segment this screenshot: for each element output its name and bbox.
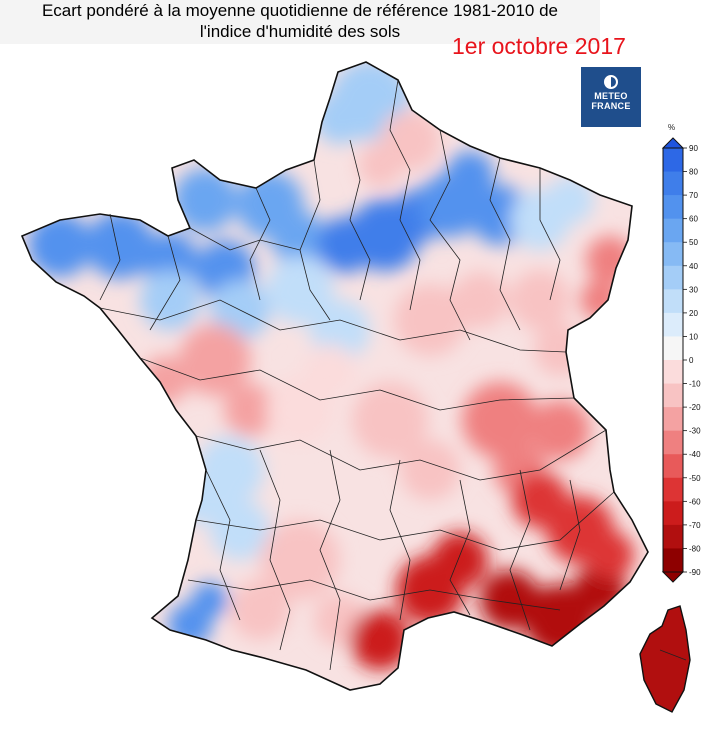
colorbar-segment [663,524,683,550]
title-line-1: Ecart pondéré à la moyenne quotidienne d… [41,1,559,20]
moisture-region-rhone-alpes [530,400,590,460]
moisture-region-pays-de-la-loire [140,270,200,330]
moisture-region-midi-pyrenees [260,520,340,600]
colorbar-tick-label: -30 [689,427,701,436]
moisture-region-poitou-charentes [179,324,251,396]
moisture-region-aquitaine [176,476,224,524]
moisture-region-poitou-charentes [141,356,189,404]
colorbar-tick-label: 0 [689,356,694,365]
moisture-region-auvergne [352,382,428,458]
moisture-region-auvergne [400,440,460,500]
france-outline [20,61,649,691]
date-label: 1er octobre 2017 [452,33,626,59]
moisture-region-nord [314,92,366,144]
moisture-region-alpes [512,472,568,528]
colorbar-tick-label: -90 [689,568,701,577]
colorbar-tick-label: 40 [689,262,698,271]
moisture-region-limousin [266,376,334,444]
colorbar-segment [663,430,683,455]
colorbar-tick-label: -70 [689,521,701,530]
moisture-region-limousin [304,344,356,396]
moisture-region-landes [192,582,228,618]
colorbar-tick-label: 30 [689,285,698,294]
colorbar: 90 80 70 60 50 40 30 20 10 0 -10 -20 -30 -40 -50 -60 -70… [661,137,701,583]
colorbar-unit: % [668,123,676,132]
moisture-region-rhone-alpes [462,382,538,458]
moisture-region-centre [266,256,334,324]
colorbar-segment [663,148,683,173]
map-title: Ecart pondéré à la moyenne quotidienne d… [0,0,600,44]
colorbar-tick-label: 90 [689,144,698,153]
moisture-region-franche-comte [510,270,570,330]
colorbar-segment [663,477,683,502]
logo-line-1: METEO [594,91,628,101]
colorbar-segment [663,407,683,432]
corse-border [659,649,687,661]
logo-line-2: FRANCE [591,101,631,111]
moisture-region-languedoc [432,532,488,588]
moisture-region-bretagne [28,213,92,277]
colorbar-segment [663,242,683,267]
colorbar-segment [663,218,683,243]
colorbar-segment [663,265,683,290]
colorbar-segment [663,501,683,526]
moisture-region-picardie [358,143,402,187]
moisture-region-bourgogne [452,272,508,328]
moisture-region-languedoc [350,610,410,670]
colorbar-tick-label: -50 [689,474,701,483]
moisture-region-normandie [173,168,237,232]
colorbar-tick-label: -20 [689,403,701,412]
colorbar-segment [663,312,683,338]
meteo-france-logo-icon [604,75,618,89]
colorbar-min-arrow [661,571,685,583]
moisture-region-alpes [586,531,634,579]
colorbar-max-arrow [661,137,685,149]
moisture-region-normandie [272,212,328,268]
moisture-region-lorraine [546,176,594,224]
colorbar-tick-label: 80 [689,168,698,177]
colorbar-tick-label: 10 [689,332,698,341]
colorbar-segment [663,171,683,196]
colorbar-tick-label: 60 [689,215,698,224]
moisture-field [22,62,648,690]
colorbar-tick-label: 20 [689,309,698,318]
colorbar-tick-label: -80 [689,544,701,553]
colorbar-segment [663,454,683,479]
moisture-region-midi-pyrenees [230,580,290,640]
colorbar-tick-label: -40 [689,450,701,459]
corse-island [639,605,691,713]
moisture-region-franche-comte [534,324,586,376]
moisture-region-champagne [446,151,494,199]
moisture-region-poitou-charentes [224,384,276,436]
colorbar-tick-label: 50 [689,238,698,247]
colorbar-segment [663,383,683,408]
colorbar-tick-label: -60 [689,497,701,506]
moisture-region-bretagne [86,211,154,279]
colorbar-tick-label: 70 [689,191,698,200]
colorbar-segment [663,336,683,361]
title-line-2: l'indice d'humidité des sols [199,22,401,41]
moisture-region-alsace [580,280,620,320]
colorbar-segment [663,360,683,385]
colorbar-segment [663,548,683,573]
department-borders [99,79,615,671]
colorbar-segment [663,289,683,314]
colorbar-tick-label: -10 [689,380,701,389]
meteo-france-logo: METEO FRANCE [581,67,641,127]
colorbar-segment [663,195,683,220]
moisture-region-ile-de-france [317,217,373,273]
